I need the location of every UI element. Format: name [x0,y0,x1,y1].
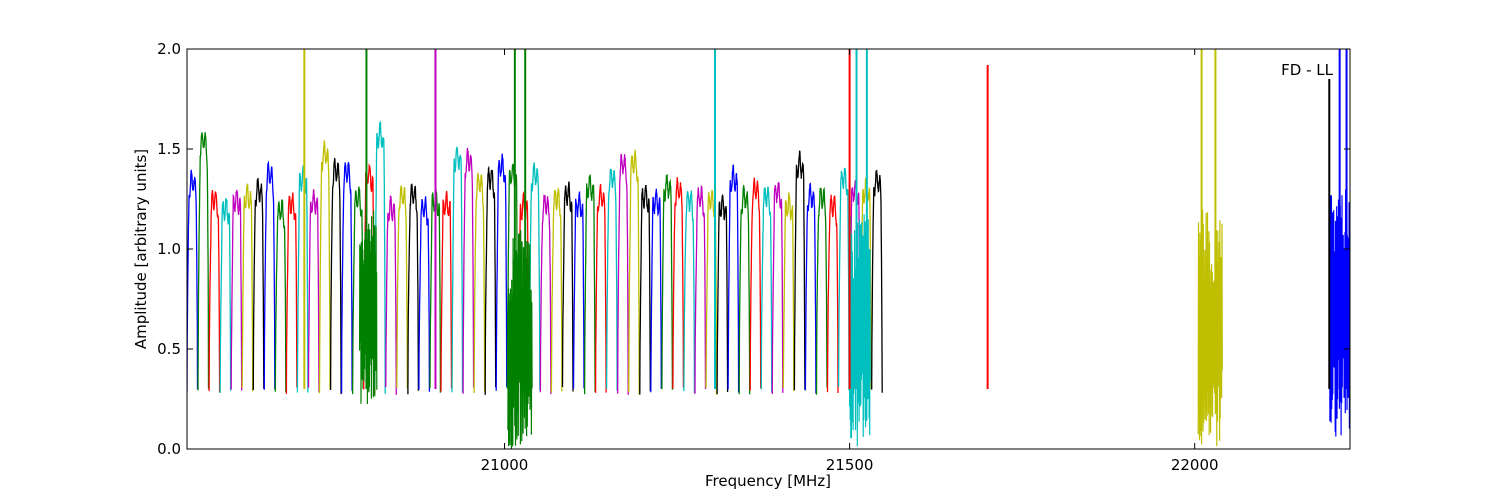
channel-line-46 [694,185,707,394]
channel-line-56 [804,182,817,394]
channel-line-19 [396,185,408,389]
channel-line-53 [771,182,784,394]
channel-line-8 [274,199,287,393]
channel-line-7 [263,160,276,390]
channel-line-54 [782,191,795,392]
channel-line-49 [727,164,740,393]
channel-line-25 [462,147,475,394]
channel-line-45 [683,190,696,394]
channel-line-10 [296,165,309,393]
series-layer [187,49,1350,449]
x-tick-label-0: 21000 [481,456,529,474]
x-tick-label-1: 21500 [826,456,874,474]
channel-line-37 [594,183,607,393]
channel-line-58 [826,194,839,394]
channel-line-52 [760,186,773,393]
channel-line-21 [418,196,431,392]
channel-line-11 [307,189,320,393]
channel-line-34 [561,181,574,392]
channel-line-51 [749,177,762,391]
channel-line-60 [848,179,861,391]
channel-line-15 [351,186,364,395]
channel-line-17 [374,120,386,394]
channel-line-40 [628,149,640,395]
channel-line-50 [738,184,751,395]
channel-line-57 [815,186,828,395]
channel-line-5 [241,183,254,392]
channel-line-6 [252,177,265,391]
noise-band-0 [359,210,378,405]
channel-line-48 [716,193,729,395]
channel-line-9 [285,192,298,394]
channel-line-39 [617,153,629,395]
y-axis-label: Amplitude [arbitrary units] [132,149,150,349]
channel-line-62 [871,169,883,393]
channel-line-33 [550,188,563,393]
x-tick-label-2: 22000 [1171,456,1219,474]
channel-line-0 [187,169,199,393]
channel-line-32 [539,194,552,395]
noise-band-1 [507,230,533,449]
channel-line-4 [230,189,243,391]
channel-line-27 [484,165,497,395]
channel-line-20 [407,183,420,395]
y-tick-label-0: 0.0 [157,440,181,458]
y-tick-label-3: 1.5 [157,140,181,158]
channel-line-43 [661,174,674,390]
channel-line-24 [451,145,464,393]
channel-line-31 [528,162,541,391]
channel-line-28 [495,153,508,391]
channel-line-55 [793,150,806,391]
y-tick-label-4: 2.0 [157,40,181,58]
channel-line-12 [318,140,331,394]
y-tick-label-1: 0.5 [157,340,181,358]
channel-line-2 [208,190,221,393]
channel-line-38 [605,168,618,391]
ticks-layer: 21000 21500 22000 0.0 0.5 1.0 1.5 2.0 [157,40,1350,474]
channel-line-3 [219,197,232,394]
x-axis-label: Frequency [MHz] [705,472,831,490]
channel-line-26 [473,172,486,394]
channel-line-14 [340,162,353,394]
channel-line-44 [672,177,685,389]
channel-line-30 [517,190,530,391]
channel-line-1 [197,132,210,391]
channel-line-18 [385,195,397,395]
corner-annotation: FD - LL [1281,61,1333,79]
channel-line-41 [639,184,651,395]
channel-line-13 [329,157,342,395]
y-tick-label-2: 1.0 [157,240,181,258]
plot-background [187,49,1350,449]
channel-line-59 [837,167,850,391]
channel-line-35 [572,191,585,389]
channel-line-29 [506,163,519,394]
channel-line-42 [650,188,662,393]
channel-line-36 [583,174,596,395]
channel-line-23 [440,190,453,392]
